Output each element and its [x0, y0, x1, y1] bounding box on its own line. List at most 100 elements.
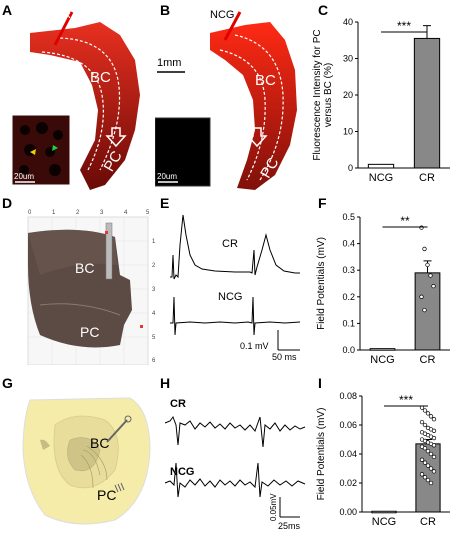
panel-h-traces: CR NCG 0.05mV 25ms — [164, 398, 306, 531]
inset-scale-a: 20um — [14, 172, 34, 181]
chart-c-ylabel: Fluorescence Intensity for PC — [312, 29, 323, 160]
panel-g-diagram: BC PC — [22, 397, 151, 525]
chart-c-ytick-label: 0 — [348, 163, 353, 173]
label-bc-a: BC — [90, 69, 111, 86]
ruler-y-6: 6 — [152, 358, 156, 364]
chart-i-point — [425, 477, 431, 483]
panel-letter-b: B — [160, 2, 171, 18]
chart-i-ytick-label: 0.04 — [339, 449, 357, 459]
trace-ncg-h — [164, 462, 306, 498]
chart-i-point — [431, 454, 437, 460]
chart-i-point — [431, 443, 437, 448]
brain-slice-b — [210, 22, 297, 190]
chart-i-point — [431, 417, 437, 422]
probe-label-b: NCG — [210, 9, 234, 21]
chart-i-point — [428, 466, 434, 471]
chart-f-ylabel: Field Potentials (mV) — [316, 237, 327, 330]
panel-letter-d: D — [2, 195, 13, 211]
panel-letter-c: C — [318, 2, 329, 18]
chart-f-bar-cr — [414, 272, 441, 351]
chart-i-point — [422, 422, 428, 428]
panel-e-traces: CR NCG 0.1 mV 50 ms — [170, 214, 301, 362]
inset-scale-b: 20um — [157, 172, 177, 181]
chart-i-point — [419, 472, 425, 477]
chart-f-point — [422, 307, 427, 313]
label-pc-d: PC — [80, 324, 99, 340]
ruler-x-4: 4 — [124, 210, 128, 216]
chart-i-point — [422, 475, 428, 480]
trace-cr-e — [170, 214, 300, 280]
chart-i-point — [425, 463, 431, 468]
chart-f-xtick-cr: CR — [420, 354, 436, 366]
chart-c: 0 10 20 30 40 Fluorescence Intensity for PC ve… — [312, 17, 450, 184]
chart-i-point — [419, 457, 425, 462]
trace-label-ncg-e: NCG — [218, 291, 242, 303]
chart-c-bar-cr — [413, 37, 441, 169]
chart-i-ytick-label: 0.08 — [339, 391, 357, 401]
electrode-d — [105, 222, 113, 280]
chart-i-point — [425, 448, 431, 454]
chart-i-point — [422, 408, 428, 413]
chart-c-ytick-label: 40 — [343, 17, 353, 27]
chart-f-point — [425, 262, 430, 268]
ruler-y-2: 2 — [152, 263, 156, 269]
chart-f-point — [422, 246, 427, 252]
chart-i-point — [422, 460, 428, 465]
ruler-y-3: 3 — [152, 287, 156, 293]
trace-label-cr-h: CR — [170, 398, 186, 410]
chart-f-point — [428, 273, 433, 278]
chart-i-ytick-label: 0.06 — [339, 420, 357, 430]
label-bc-g: BC — [90, 435, 109, 451]
chart-f-ytick-label: 0.1 — [342, 318, 355, 328]
chart-f-point — [419, 225, 424, 230]
trace-label-cr-e: CR — [222, 238, 238, 250]
ruler-y-1: 1 — [152, 239, 156, 245]
chart-c-xtick-ncg: NCG — [369, 172, 393, 184]
chart-c-ytick-label: 10 — [343, 127, 353, 137]
panel-letter-h: H — [160, 375, 171, 391]
chart-c-ytick-label: 30 — [343, 54, 353, 64]
chart-i-xtick-cr: CR — [420, 516, 436, 528]
panel-a-image: BC PC 20um CR — [11, 9, 140, 190]
arrow-down-icon-a — [105, 127, 127, 148]
chart-i-point — [428, 451, 434, 457]
chart-c-ytick-label: 20 — [343, 90, 353, 100]
panel-letter-a: A — [2, 2, 13, 18]
chart-f-bar-ncg — [369, 348, 396, 351]
ruler-x-1: 1 — [52, 210, 56, 216]
chart-i-point — [431, 435, 437, 441]
chart-i-ytick-label: 0.02 — [339, 478, 357, 488]
ruler-x-3: 3 — [100, 210, 104, 216]
chart-c-xtick-cr: CR — [419, 172, 435, 184]
probe-label-a: CR — [55, 9, 71, 21]
arrow-down-icon-b — [246, 127, 268, 148]
chart-c-sig-stars: *** — [397, 19, 411, 33]
scale-v-h: 0.05mV — [269, 493, 278, 521]
inset-b — [155, 117, 211, 187]
chart-f-sig-stars: ** — [400, 214, 410, 228]
ruler-y-4: 4 — [152, 311, 156, 317]
chart-i-sig-stars: *** — [399, 393, 413, 407]
scale-bar-b: 1mm — [157, 57, 181, 69]
chart-f-ytick-label: 0.2 — [342, 292, 355, 302]
chart-i-xtick-ncg: NCG — [372, 516, 396, 528]
trace-cr-h — [164, 415, 306, 448]
trace-label-ncg-h: NCG — [170, 466, 194, 478]
chart-f-point — [419, 294, 424, 299]
chart-i-bar-cr — [415, 443, 441, 513]
chart-i-point — [431, 469, 437, 474]
chart-f-ytick-label: 0.3 — [342, 265, 355, 275]
chart-i: 0.00 0.02 0.04 0.06 0.08 Field Potentials (mV… — [316, 391, 450, 528]
panel-letter-e: E — [160, 195, 170, 211]
electrode-g — [106, 419, 128, 443]
chart-f-xtick-ncg: NCG — [370, 354, 394, 366]
chart-i-point — [422, 446, 428, 451]
scale-v-e: 0.1 mV — [240, 341, 269, 351]
scale-t-e: 50 ms — [272, 352, 297, 362]
ruler-x-2: 2 — [76, 210, 80, 216]
chart-c-ylabel: versus BC (%) — [323, 63, 334, 127]
label-pc-g: PC — [97, 487, 116, 503]
chart-f: 0.0 0.1 0.2 0.3 0.4 0.5 Field Potentials (mV) N… — [316, 212, 450, 366]
chart-f-ytick-label: 0.5 — [342, 212, 355, 222]
